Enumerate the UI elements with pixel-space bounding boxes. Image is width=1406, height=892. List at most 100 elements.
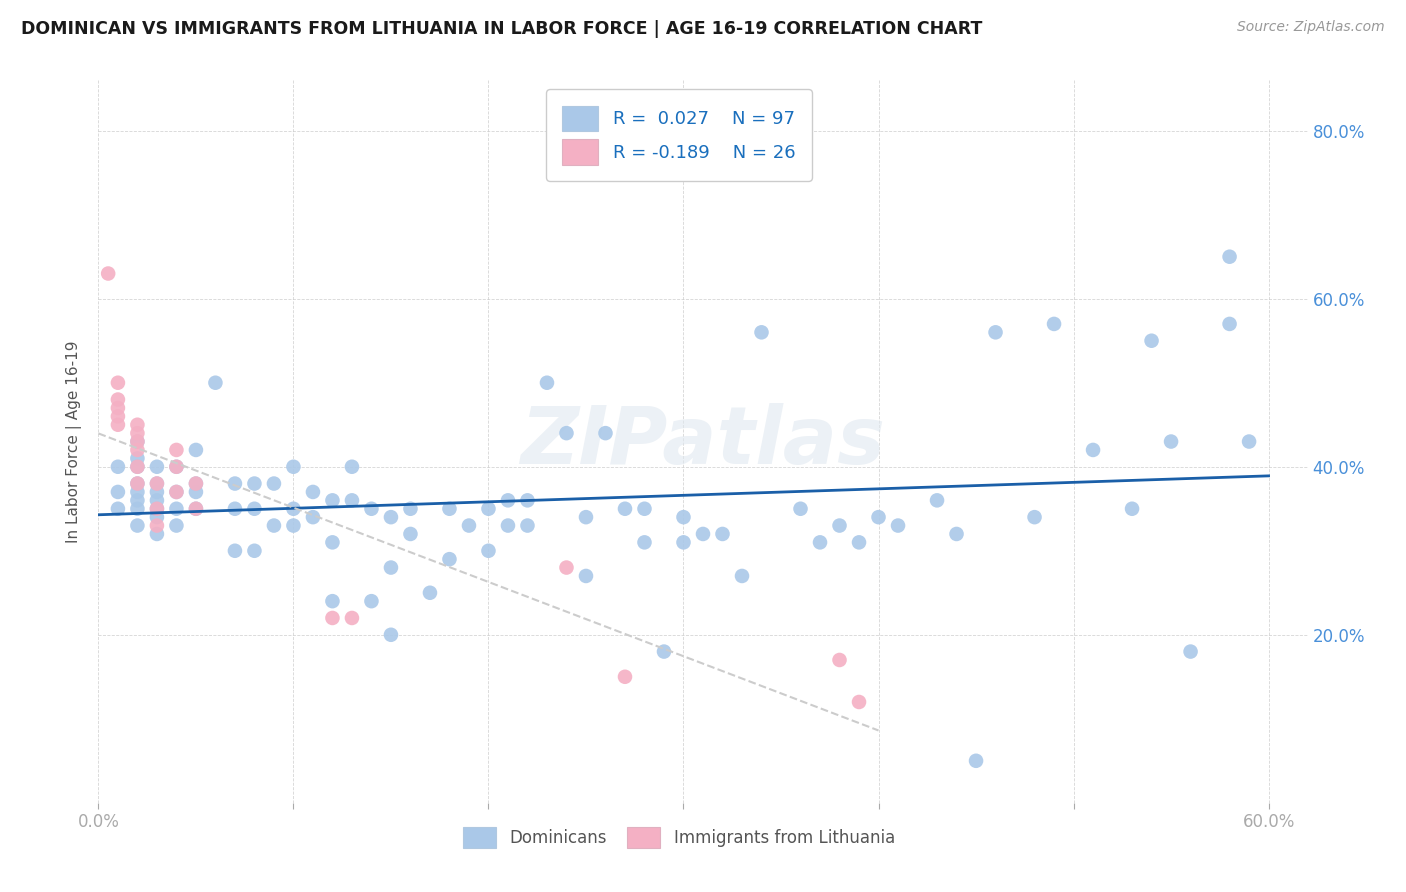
Point: [263, 518, 285, 533]
Point: [360, 501, 382, 516]
Point: [496, 493, 519, 508]
Point: [848, 535, 870, 549]
Point: [127, 518, 149, 533]
Point: [127, 476, 149, 491]
Point: [439, 501, 461, 516]
Point: [945, 527, 967, 541]
Point: [1024, 510, 1046, 524]
Point: [380, 510, 402, 524]
Point: [516, 518, 538, 533]
Point: [1140, 334, 1163, 348]
Point: [243, 543, 266, 558]
Point: [692, 527, 714, 541]
Point: [165, 485, 187, 500]
Point: [633, 535, 655, 549]
Point: [808, 535, 831, 549]
Point: [789, 501, 811, 516]
Point: [340, 611, 363, 625]
Point: [925, 493, 948, 508]
Point: [555, 560, 578, 574]
Point: [1237, 434, 1260, 449]
Point: [146, 518, 169, 533]
Point: [224, 476, 246, 491]
Point: [127, 426, 149, 441]
Point: [360, 594, 382, 608]
Point: [283, 459, 305, 474]
Point: [283, 518, 305, 533]
Point: [399, 527, 422, 541]
Point: [595, 426, 617, 441]
Point: [97, 267, 120, 281]
Point: [107, 392, 129, 407]
Point: [614, 670, 637, 684]
Point: [283, 501, 305, 516]
Point: [107, 417, 129, 432]
Point: [1043, 317, 1066, 331]
Point: [224, 543, 246, 558]
Point: [399, 501, 422, 516]
Point: [165, 459, 187, 474]
Point: [107, 485, 129, 500]
Text: Source: ZipAtlas.com: Source: ZipAtlas.com: [1237, 20, 1385, 34]
Point: [848, 695, 870, 709]
Point: [165, 459, 187, 474]
Point: [302, 510, 325, 524]
Point: [127, 476, 149, 491]
Point: [340, 459, 363, 474]
Point: [321, 493, 343, 508]
Point: [984, 326, 1007, 340]
Point: [321, 594, 343, 608]
Point: [146, 501, 169, 516]
Text: DOMINICAN VS IMMIGRANTS FROM LITHUANIA IN LABOR FORCE | AGE 16-19 CORRELATION CH: DOMINICAN VS IMMIGRANTS FROM LITHUANIA I…: [21, 20, 983, 37]
Text: ZIPatlas: ZIPatlas: [520, 402, 886, 481]
Point: [184, 485, 207, 500]
Point: [107, 501, 129, 516]
Point: [146, 510, 169, 524]
Point: [672, 535, 695, 549]
Point: [146, 476, 169, 491]
Point: [828, 653, 851, 667]
Point: [1121, 501, 1143, 516]
Point: [146, 493, 169, 508]
Point: [321, 611, 343, 625]
Point: [165, 501, 187, 516]
Point: [672, 510, 695, 524]
Point: [127, 434, 149, 449]
Point: [146, 485, 169, 500]
Point: [340, 493, 363, 508]
Point: [321, 535, 343, 549]
Point: [731, 569, 754, 583]
Point: [184, 476, 207, 491]
Point: [127, 493, 149, 508]
Y-axis label: In Labor Force | Age 16-19: In Labor Force | Age 16-19: [66, 340, 83, 543]
Point: [165, 442, 187, 457]
Point: [477, 543, 499, 558]
Point: [146, 527, 169, 541]
Legend: Dominicans, Immigrants from Lithuania: Dominicans, Immigrants from Lithuania: [454, 819, 903, 856]
Point: [887, 518, 910, 533]
Point: [536, 376, 558, 390]
Point: [751, 326, 773, 340]
Point: [458, 518, 481, 533]
Point: [127, 451, 149, 466]
Point: [127, 501, 149, 516]
Point: [204, 376, 226, 390]
Point: [633, 501, 655, 516]
Point: [127, 459, 149, 474]
Point: [828, 518, 851, 533]
Point: [1219, 317, 1241, 331]
Point: [184, 501, 207, 516]
Point: [107, 409, 129, 424]
Point: [1180, 644, 1202, 658]
Point: [575, 510, 598, 524]
Point: [868, 510, 890, 524]
Point: [263, 476, 285, 491]
Point: [555, 426, 578, 441]
Point: [127, 459, 149, 474]
Point: [165, 518, 187, 533]
Point: [107, 401, 129, 415]
Point: [127, 485, 149, 500]
Point: [127, 417, 149, 432]
Point: [184, 501, 207, 516]
Point: [516, 493, 538, 508]
